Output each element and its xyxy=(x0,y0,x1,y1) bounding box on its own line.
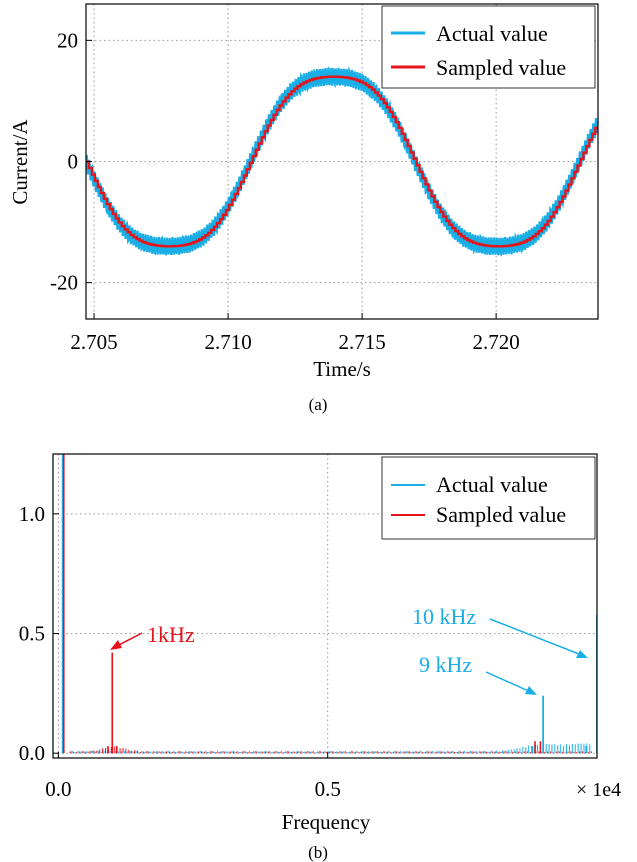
x-tick-label: 2.705 xyxy=(70,330,117,354)
panel-a: 2.705 2.710 2.715 2.720 20 0 -20 Time/s Curren… xyxy=(8,3,599,414)
panel-label: (b) xyxy=(308,843,328,862)
series-line-sampled xyxy=(86,75,598,248)
y-tick-label: -20 xyxy=(50,271,78,295)
legend-box xyxy=(381,5,596,89)
annotation-arrow-9khz xyxy=(485,671,534,694)
legend-label-sampled: Sampled value xyxy=(436,55,566,80)
legend: Actual value Sampled value xyxy=(381,456,596,540)
x-tick-label: 2.715 xyxy=(338,330,385,354)
legend-box xyxy=(381,456,596,540)
y-tick-label: 1.0 xyxy=(19,502,45,526)
y-tick-label: 0.5 xyxy=(19,622,45,646)
axis-ticks: 0.0 0.5 1.0 0.5 0.0 xyxy=(19,502,341,801)
legend-label-actual: Actual value xyxy=(436,472,548,497)
plot-frame xyxy=(52,453,598,759)
legend-label-actual: Actual value xyxy=(436,21,548,46)
x-tick-label: 2.720 xyxy=(473,330,520,354)
annotation-label-9khz: 9 kHz xyxy=(419,652,472,677)
y-tick-label: 0 xyxy=(68,150,79,174)
x-tick-label: 2.710 xyxy=(204,330,251,354)
axis-ticks: 2.705 2.710 2.715 2.720 20 0 -20 xyxy=(50,28,520,354)
panel-b: 0.0 0.5 1.0 0.5 0.0 × 1e4 Frequency (b) 1kHz… xyxy=(19,453,621,862)
x-tick-label: 0.5 xyxy=(315,777,341,801)
legend-label-sampled: Sampled value xyxy=(436,502,566,527)
grid xyxy=(86,4,598,319)
x-axis-multiplier: × 1e4 xyxy=(576,779,621,801)
annotation-label-1khz: 1kHz xyxy=(147,622,195,647)
annotations: 1kHz 9 kHz 10 kHz xyxy=(110,604,588,695)
x-tick-label: 0.0 xyxy=(45,777,71,801)
series-layer xyxy=(86,66,598,257)
y-tick-label: 0.0 xyxy=(19,741,45,765)
x-axis-label: Frequency xyxy=(282,810,371,834)
y-axis-label: Current/A xyxy=(8,119,32,205)
legend: Actual value Sampled value xyxy=(381,5,596,89)
y-tick-label: 20 xyxy=(57,28,78,52)
series-layer xyxy=(61,454,597,754)
annotation-label-10khz: 10 kHz xyxy=(412,604,476,629)
panel-label: (a) xyxy=(309,395,328,414)
annotation-arrow-10khz xyxy=(489,618,585,657)
annotation-arrowhead-10khz xyxy=(576,650,588,658)
annotation-arrowhead-1khz xyxy=(110,640,122,650)
annotation-arrowhead-9khz xyxy=(525,686,537,695)
x-axis-label: Time/s xyxy=(313,357,371,381)
